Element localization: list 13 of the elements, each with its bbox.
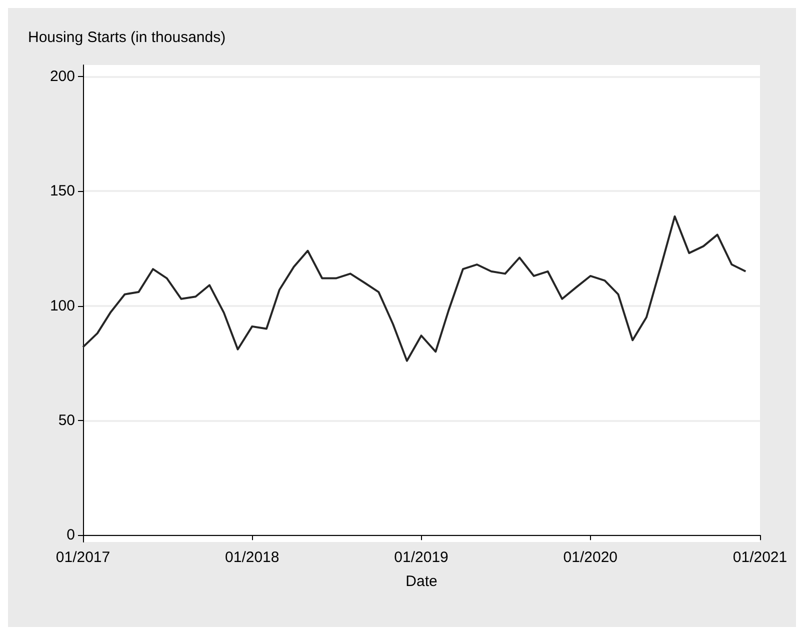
y-tick-label: 0 [66,526,75,544]
x-tick-label: 01/2020 [563,549,618,566]
y-tick-label: 50 [58,412,75,429]
x-tick-label: 01/2017 [56,549,110,566]
y-tick-label: 200 [50,68,75,85]
y-tick-label: 150 [50,182,75,200]
x-tick-label: 01/2018 [225,549,280,566]
y-tick-label: 100 [50,297,75,314]
x-tick-label: 01/2019 [394,549,448,566]
line-series [82,215,747,362]
x-axis-title: Date [406,573,438,590]
y-axis-title: Housing Starts (in thousands) [28,29,226,46]
x-tick-label: 01/2021 [732,549,788,566]
